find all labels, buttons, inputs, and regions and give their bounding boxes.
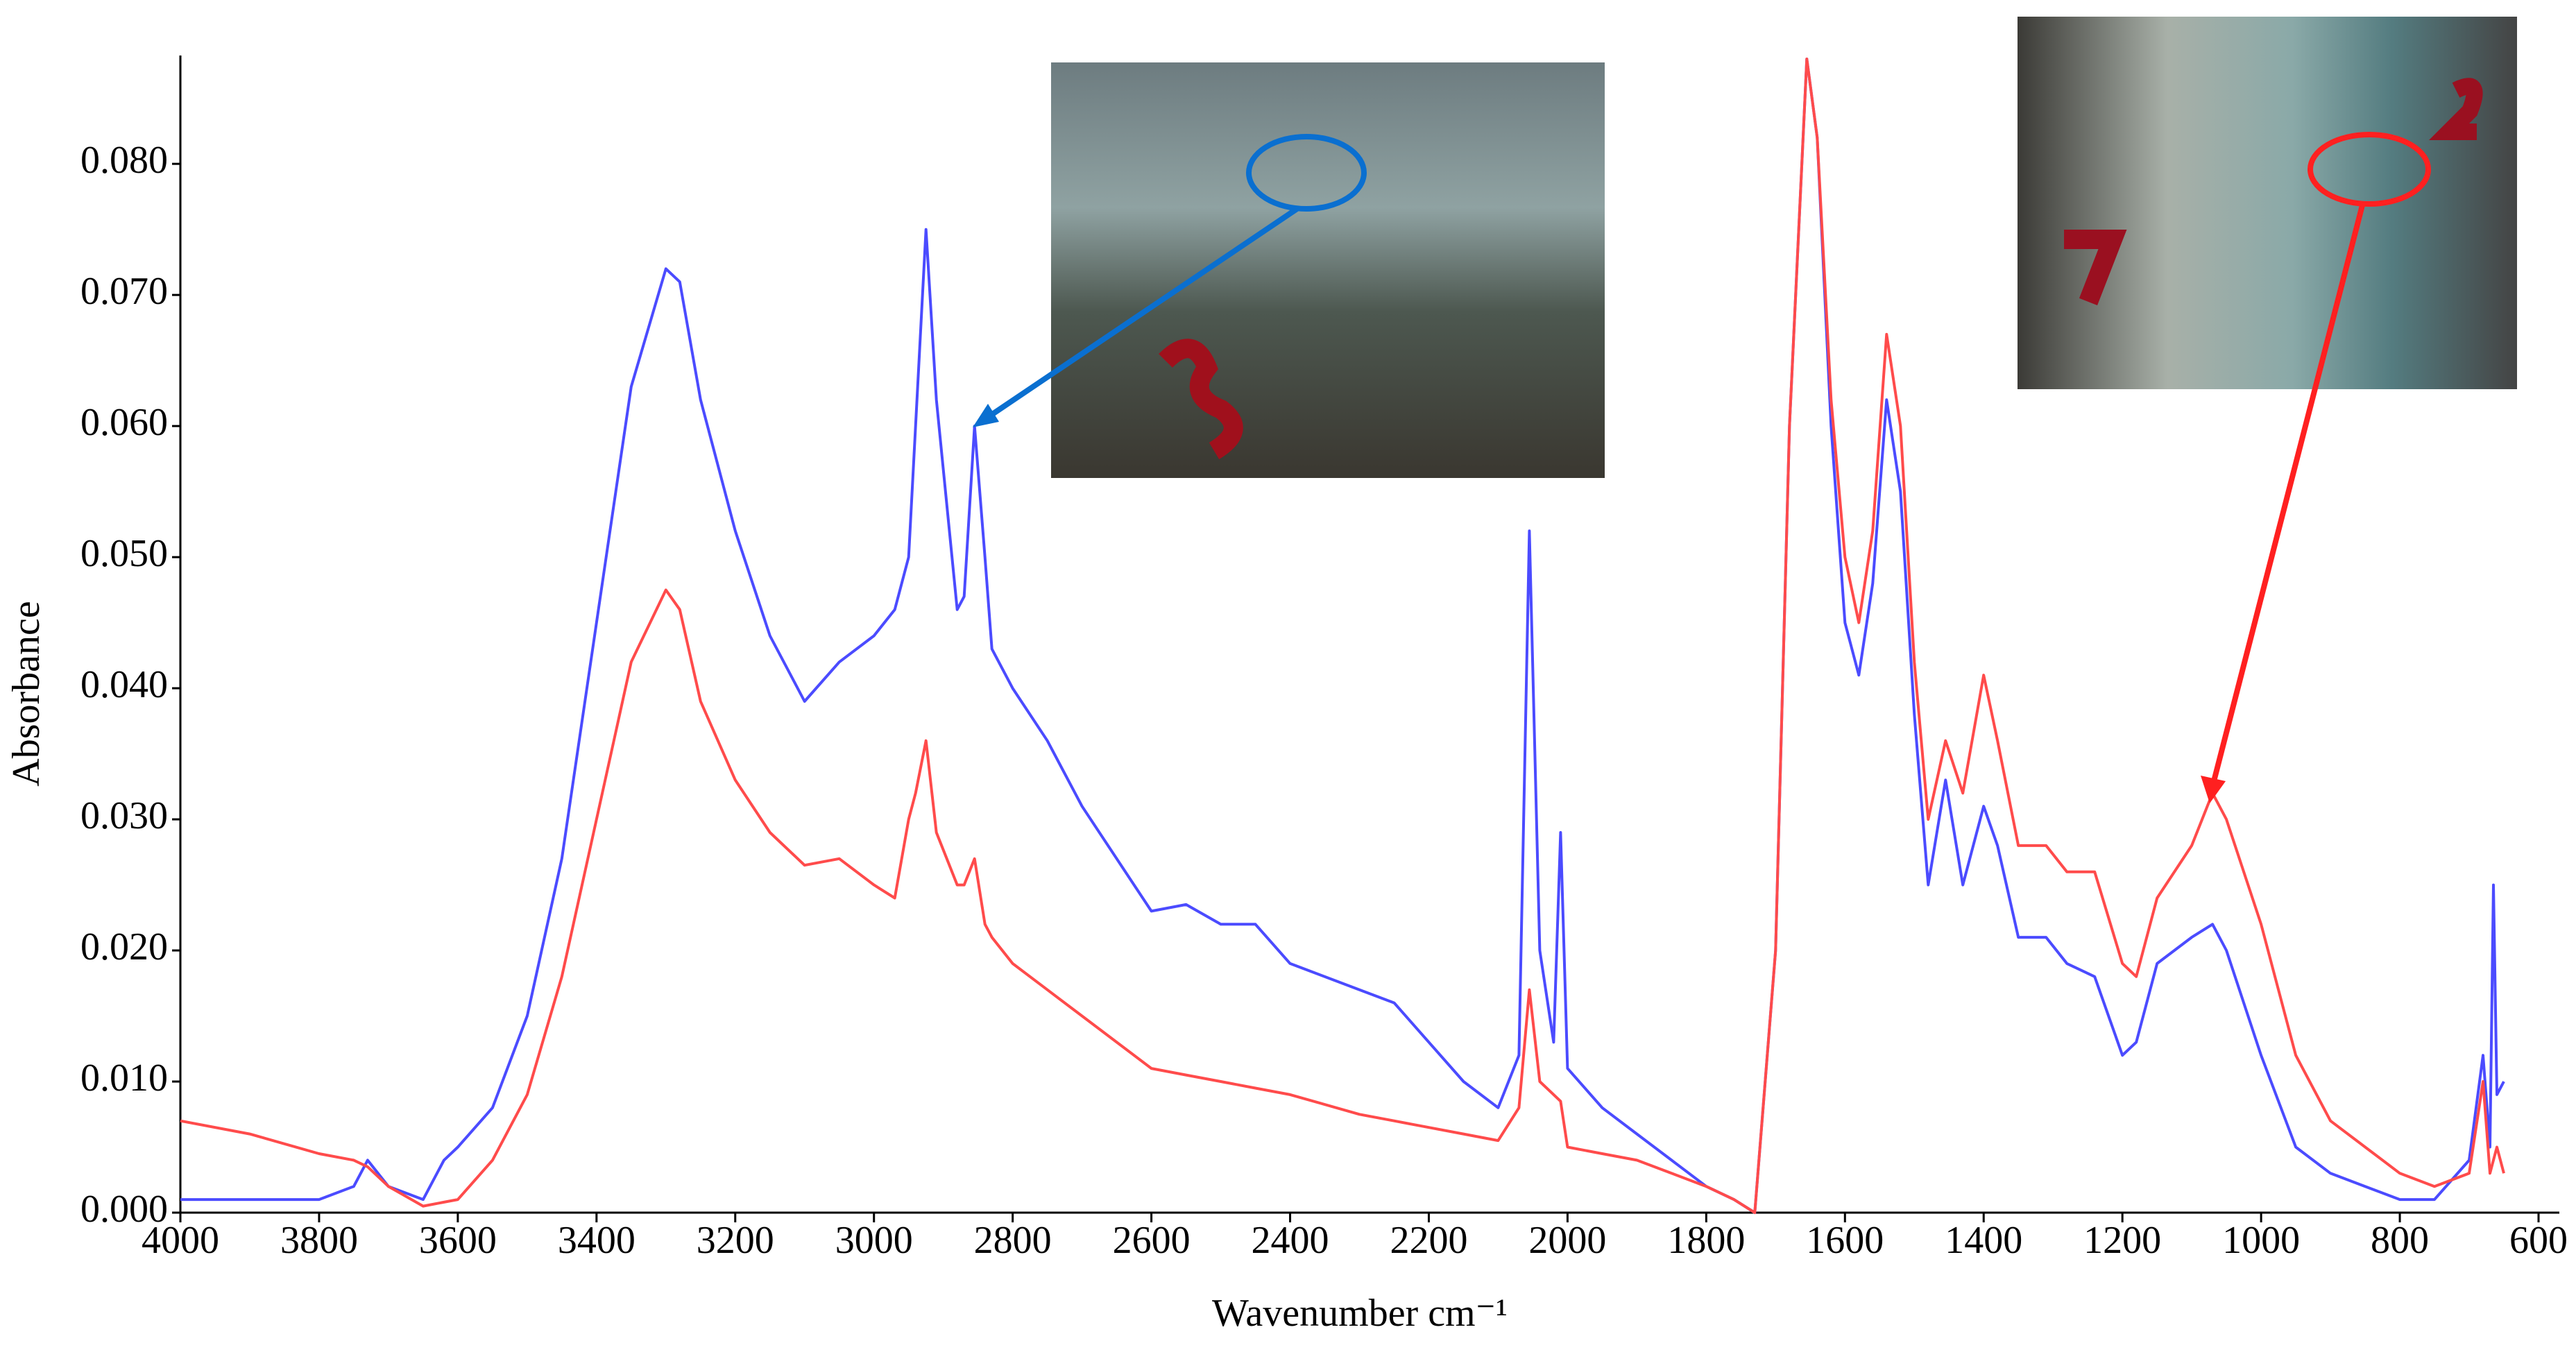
spectrum-line xyxy=(180,58,2505,1214)
y-tick-label: 0.020 xyxy=(80,925,168,968)
y-tick-label: 0.050 xyxy=(80,532,168,575)
y-tick-label: 0.010 xyxy=(80,1057,168,1100)
spectrum-line xyxy=(180,58,2505,1214)
x-tick-label: 600 xyxy=(2509,1219,2568,1262)
x-tick-label: 3600 xyxy=(419,1219,497,1262)
x-tick-label: 3000 xyxy=(835,1219,913,1262)
highlight-circle xyxy=(2308,132,2431,207)
y-tick-label: 0.080 xyxy=(80,139,168,182)
photo-marking xyxy=(2429,78,2483,140)
y-tick-label: 0.040 xyxy=(80,663,168,706)
x-tick-label: 2000 xyxy=(1528,1219,1606,1262)
x-tick-label: 4000 xyxy=(142,1219,219,1262)
x-tick-label: 2800 xyxy=(974,1219,1052,1262)
x-tick-label: 2200 xyxy=(1390,1219,1467,1262)
x-tick-label: 3200 xyxy=(697,1219,774,1262)
x-tick-label: 1600 xyxy=(1806,1219,1884,1262)
x-tick-label: 3800 xyxy=(280,1219,358,1262)
inset-photo xyxy=(2018,17,2517,389)
arrow-head xyxy=(973,404,999,427)
y-tick-label: 0.070 xyxy=(80,270,168,313)
y-axis-label: Absorbance xyxy=(5,601,48,786)
inset-photo xyxy=(1051,62,1605,478)
arrow xyxy=(2210,205,2365,785)
x-tick-label: 2600 xyxy=(1113,1219,1191,1262)
x-tick-label: 2400 xyxy=(1252,1219,1329,1262)
y-tick-label: 0.030 xyxy=(80,794,168,837)
x-tick-label: 1200 xyxy=(2083,1219,2161,1262)
arrow xyxy=(983,205,1300,422)
highlight-circle xyxy=(1246,134,1367,212)
x-tick-label: 1800 xyxy=(1667,1219,1745,1262)
x-axis-label: Wavenumber cm⁻¹ xyxy=(1212,1292,1508,1335)
photo-marking xyxy=(1159,339,1243,460)
x-tick-label: 1000 xyxy=(2222,1219,2300,1262)
photo-marking xyxy=(2064,230,2127,306)
x-tick-label: 3400 xyxy=(558,1219,636,1262)
x-tick-label: 800 xyxy=(2371,1219,2429,1262)
x-tick-label: 1400 xyxy=(1945,1219,2022,1262)
y-tick-label: 0.000 xyxy=(80,1188,168,1231)
y-tick-label: 0.060 xyxy=(80,401,168,444)
arrow-head xyxy=(2201,776,2226,803)
